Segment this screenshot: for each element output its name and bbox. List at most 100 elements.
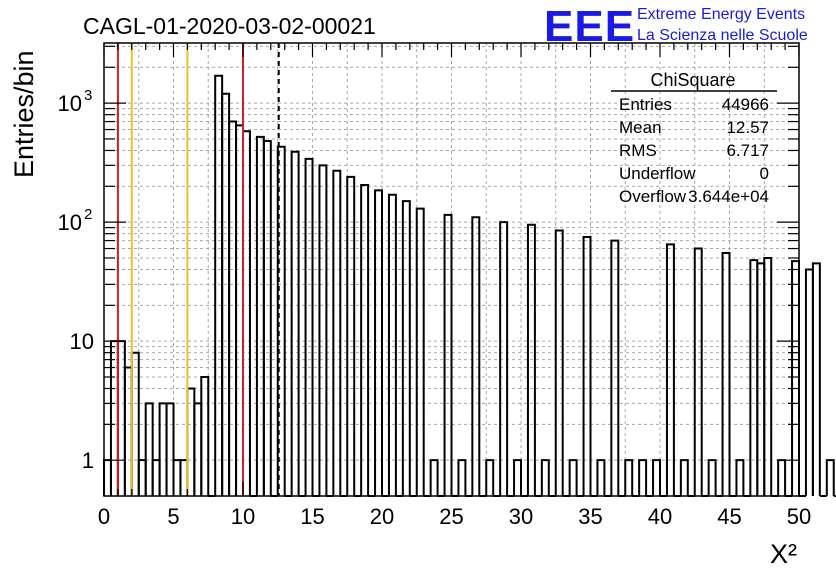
stats-value-overflow: 3.644e+04 xyxy=(688,187,769,206)
stats-box: ChiSquare Entries 44966 Mean 12.57 RMS 6… xyxy=(611,70,777,206)
histogram-bin xyxy=(721,252,731,496)
histogram-bin xyxy=(346,175,356,496)
histogram-bin xyxy=(387,193,397,496)
x-tick-label: 35 xyxy=(578,504,602,529)
histogram-bin xyxy=(777,459,787,496)
histogram-bin xyxy=(374,189,383,496)
histogram-bin xyxy=(262,140,272,496)
x-tick-label: 20 xyxy=(370,504,394,529)
histogram-bin xyxy=(499,221,509,496)
histogram-bin xyxy=(255,135,265,496)
y-tick-label: 10 xyxy=(58,91,82,116)
x-tick-label: 40 xyxy=(648,504,672,529)
histogram-bin xyxy=(526,223,536,496)
x-tick-label: 30 xyxy=(509,504,533,529)
histogram-bin xyxy=(151,459,161,496)
logo-line2: La Scienza nelle Scuole xyxy=(637,27,808,44)
y-tick-exponent: 2 xyxy=(84,206,92,223)
y-tick-exponent: 3 xyxy=(84,87,92,104)
histogram-bin xyxy=(158,402,168,496)
stats-value-entries: 44966 xyxy=(722,95,769,114)
stats-label-mean: Mean xyxy=(619,118,662,137)
histogram-bin xyxy=(735,459,745,496)
x-tick-label: 0 xyxy=(98,504,110,529)
histogram-bin xyxy=(485,459,495,496)
histogram-bin xyxy=(429,459,439,496)
chart-title: CAGL-01-2020-03-02-00021 xyxy=(83,13,376,39)
y-axis-label: Entries/bin xyxy=(9,50,39,178)
histogram-bin xyxy=(123,366,133,496)
histogram-bin xyxy=(804,268,814,496)
y-tick-label: 1 xyxy=(82,448,94,473)
histogram-bin xyxy=(540,459,550,496)
histogram-bin xyxy=(332,169,342,496)
logo: EEE Extreme Energy Events La Scienza nel… xyxy=(544,2,808,51)
x-tick-label: 15 xyxy=(300,504,324,529)
histogram-bin xyxy=(318,164,328,496)
histogram-bin xyxy=(186,387,196,496)
histogram-bin xyxy=(137,459,147,496)
histogram-bin xyxy=(457,459,467,496)
histogram-bin xyxy=(763,256,773,496)
histogram-bin xyxy=(193,402,203,496)
x-axis-label: X² xyxy=(770,539,797,569)
histogram-bars xyxy=(103,74,836,497)
stats-title: ChiSquare xyxy=(650,70,735,90)
stats-value-mean: 12.57 xyxy=(726,118,769,137)
histogram-bin xyxy=(360,184,370,496)
histogram-bin xyxy=(638,459,648,496)
stats-label-entries: Entries xyxy=(619,95,672,114)
histogram-bin xyxy=(228,120,238,496)
stats-label-underflow: Underflow xyxy=(619,164,696,183)
histogram-bin xyxy=(401,200,411,496)
histogram-bin xyxy=(415,207,425,496)
histogram-bin xyxy=(116,340,126,496)
histogram-bin xyxy=(109,340,119,496)
histogram-bin xyxy=(144,402,154,496)
histogram-bin xyxy=(679,459,689,496)
histogram-bin xyxy=(221,92,231,496)
stats-label-overflow: Overflow xyxy=(619,187,687,206)
histogram-bin xyxy=(103,459,112,496)
histogram-bin xyxy=(568,459,578,496)
y-tick-label: 10 xyxy=(70,329,94,354)
stats-value-rms: 6.717 xyxy=(726,141,769,160)
histogram-bin xyxy=(707,459,717,496)
histogram-bin xyxy=(443,213,453,496)
histogram-bin xyxy=(825,459,835,496)
histogram-bin xyxy=(172,459,182,496)
marker-lines xyxy=(116,43,280,496)
x-tick-label: 10 xyxy=(231,504,255,529)
histogram-bin xyxy=(235,124,244,496)
histogram-bin xyxy=(811,262,821,496)
histogram-bin xyxy=(665,243,675,496)
histogram-bin xyxy=(165,402,175,496)
histogram-bin xyxy=(652,459,661,496)
x-tick-label: 50 xyxy=(787,504,811,529)
histogram-bin xyxy=(200,375,210,496)
histogram-bin xyxy=(304,157,314,496)
histogram-bin xyxy=(179,459,189,496)
histogram-bin xyxy=(471,216,481,496)
histogram-bin xyxy=(791,260,800,496)
stats-value-underflow: 0 xyxy=(760,164,769,183)
histogram-bin xyxy=(582,236,592,496)
histogram-bin xyxy=(624,459,634,496)
x-tick-label: 5 xyxy=(167,504,179,529)
histogram-bin xyxy=(610,239,620,496)
grid xyxy=(104,43,799,496)
y-tick-label: 10 xyxy=(58,210,82,235)
logo-line1: Extreme Energy Events xyxy=(637,6,805,23)
histogram-bin xyxy=(276,145,286,496)
histogram-bin xyxy=(596,459,606,496)
histogram-bin xyxy=(693,247,703,496)
histogram-bin xyxy=(290,150,300,496)
histogram-bin xyxy=(513,459,522,496)
stats-label-rms: RMS xyxy=(619,141,657,160)
histogram-bin xyxy=(554,229,564,496)
x-tick-label: 25 xyxy=(439,504,463,529)
histogram-bin xyxy=(756,262,766,496)
